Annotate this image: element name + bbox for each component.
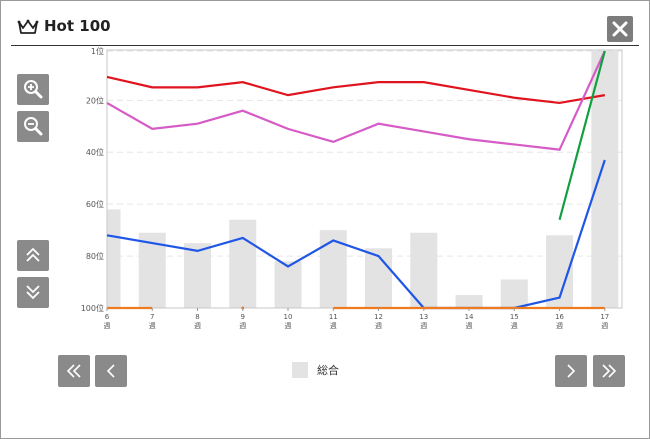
- legend-label: 総合: [317, 364, 339, 377]
- close-icon: [612, 21, 628, 37]
- y-tick-label: 60位: [86, 199, 104, 209]
- series-line[interactable]: [106, 159, 606, 310]
- first-page-button[interactable]: [58, 355, 90, 387]
- bar[interactable]: [229, 219, 257, 308]
- bar[interactable]: [500, 279, 528, 308]
- x-tick-unit: 週: [375, 321, 382, 330]
- close-button[interactable]: [607, 16, 633, 42]
- x-tick-unit: 週: [194, 321, 201, 330]
- bar[interactable]: [455, 295, 483, 308]
- double-chevron-up-icon: [26, 247, 40, 262]
- y-tick-label: 80位: [86, 251, 104, 261]
- x-tick-label: 10: [284, 313, 293, 321]
- x-tick-unit: 週: [149, 321, 156, 330]
- x-tick-label: 9: [241, 313, 245, 321]
- y-tick-label: 20位: [86, 95, 104, 105]
- legend-swatch: [292, 362, 308, 378]
- crown-icon: [17, 19, 39, 34]
- prev-page-button[interactable]: [95, 355, 127, 387]
- series-line[interactable]: [558, 50, 606, 221]
- bar[interactable]: [410, 232, 438, 308]
- y-tick-label: 1位: [91, 46, 104, 56]
- x-tick-unit: 週: [420, 321, 427, 330]
- scroll-up-button[interactable]: [17, 240, 49, 271]
- chevron-right-icon: [567, 364, 576, 378]
- x-tick-label: 13: [419, 313, 428, 321]
- bar-series: [107, 51, 619, 308]
- next-page-button[interactable]: [555, 355, 587, 387]
- y-tick-label: 100位: [81, 303, 104, 313]
- bar[interactable]: [184, 243, 212, 308]
- zoom-in-button[interactable]: [17, 74, 49, 105]
- x-tick-unit: 週: [556, 321, 563, 330]
- last-page-button[interactable]: [593, 355, 625, 387]
- x-tick-unit: 週: [104, 321, 111, 330]
- zoom-out-icon: [24, 117, 43, 136]
- scroll-down-button[interactable]: [17, 277, 49, 308]
- x-tick-label: 8: [195, 313, 199, 321]
- double-chevron-right-icon: [602, 364, 617, 378]
- x-tick-unit: 週: [330, 321, 337, 330]
- bar[interactable]: [319, 230, 347, 308]
- x-tick-label: 12: [374, 313, 383, 321]
- x-tick-unit: 週: [239, 321, 246, 330]
- x-tick-label: 17: [600, 313, 609, 321]
- x-tick-label: 11: [329, 313, 338, 321]
- y-tick-label: 40位: [86, 147, 104, 157]
- dialog-header: Hot 100: [11, 15, 639, 46]
- chevron-left-icon: [106, 364, 115, 378]
- zoom-in-icon: [24, 80, 43, 99]
- x-tick-unit: 週: [601, 321, 608, 330]
- x-tick-label: 16: [555, 313, 564, 321]
- x-tick-label: 6: [105, 313, 110, 321]
- dialog-title: Hot 100: [44, 17, 111, 35]
- x-tick-label: 14: [465, 313, 474, 321]
- x-tick-label: 7: [150, 313, 154, 321]
- x-tick-unit: 週: [511, 321, 518, 330]
- line-series: [106, 50, 606, 310]
- double-chevron-left-icon: [66, 364, 81, 378]
- x-tick-unit: 週: [466, 321, 473, 330]
- series-line[interactable]: [106, 50, 606, 151]
- double-chevron-down-icon: [26, 285, 40, 300]
- y-axis: 1位 20位 40位 60位 80位 100位: [81, 46, 104, 313]
- bar[interactable]: [274, 261, 302, 308]
- bar[interactable]: [591, 51, 619, 308]
- zoom-out-button[interactable]: [17, 111, 49, 142]
- x-tick-label: 15: [510, 313, 519, 321]
- series-line[interactable]: [106, 75, 605, 105]
- bar[interactable]: [107, 209, 121, 308]
- x-tick-unit: 週: [285, 321, 292, 330]
- bar[interactable]: [365, 248, 393, 308]
